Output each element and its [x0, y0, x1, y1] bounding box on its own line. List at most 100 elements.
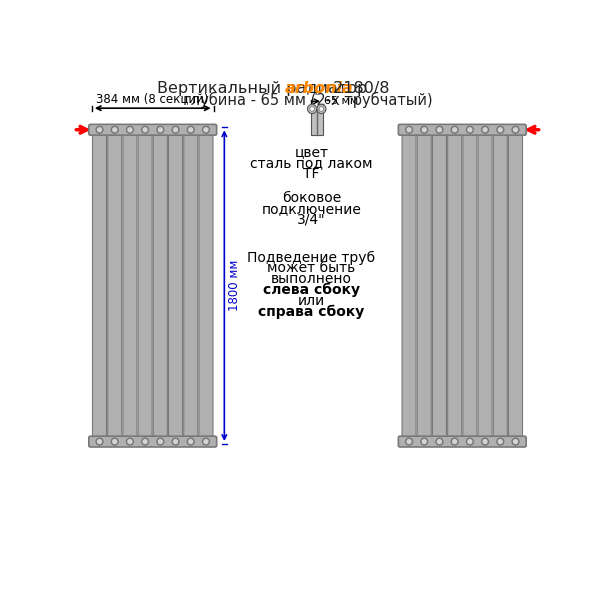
Circle shape	[497, 438, 504, 445]
FancyBboxPatch shape	[110, 130, 119, 442]
Circle shape	[142, 438, 149, 445]
Text: 65 мм: 65 мм	[325, 96, 359, 106]
Circle shape	[483, 440, 487, 443]
Circle shape	[453, 440, 457, 443]
FancyBboxPatch shape	[433, 129, 446, 442]
FancyBboxPatch shape	[123, 129, 137, 442]
Circle shape	[173, 440, 178, 443]
Text: цвет: цвет	[295, 145, 328, 159]
Text: arbonia: arbonia	[284, 81, 353, 96]
Circle shape	[422, 440, 426, 443]
Circle shape	[422, 128, 426, 131]
Text: 1800 мм: 1800 мм	[228, 260, 241, 311]
Circle shape	[128, 440, 132, 443]
Text: Подведение труб: Подведение труб	[247, 251, 376, 265]
Circle shape	[172, 126, 179, 133]
FancyBboxPatch shape	[199, 129, 213, 442]
Text: боковое: боковое	[282, 191, 341, 205]
Circle shape	[96, 438, 103, 445]
FancyBboxPatch shape	[92, 129, 107, 442]
Circle shape	[319, 107, 323, 111]
FancyBboxPatch shape	[107, 129, 122, 442]
FancyBboxPatch shape	[141, 130, 149, 442]
Circle shape	[512, 126, 519, 133]
Circle shape	[143, 440, 147, 443]
Bar	[311, 109, 323, 135]
Text: выполнено: выполнено	[271, 272, 352, 286]
Circle shape	[187, 438, 194, 445]
Circle shape	[499, 128, 502, 131]
Circle shape	[407, 440, 411, 443]
Circle shape	[157, 126, 164, 133]
Circle shape	[406, 438, 413, 445]
Circle shape	[406, 126, 413, 133]
Circle shape	[189, 128, 193, 131]
FancyBboxPatch shape	[172, 130, 180, 442]
Circle shape	[466, 438, 473, 445]
Circle shape	[98, 440, 101, 443]
Circle shape	[189, 440, 193, 443]
Circle shape	[310, 107, 314, 111]
FancyBboxPatch shape	[89, 436, 217, 447]
Circle shape	[468, 440, 472, 443]
Circle shape	[421, 438, 428, 445]
FancyBboxPatch shape	[508, 129, 523, 442]
FancyBboxPatch shape	[402, 129, 416, 442]
Text: TF: TF	[303, 167, 320, 181]
Circle shape	[143, 128, 147, 131]
Circle shape	[157, 438, 164, 445]
FancyBboxPatch shape	[95, 130, 104, 442]
FancyBboxPatch shape	[184, 129, 198, 442]
Circle shape	[204, 440, 208, 443]
Text: справа сбоку: справа сбоку	[258, 305, 364, 319]
Text: 384 мм (8 секций): 384 мм (8 секций)	[97, 92, 209, 105]
Text: 3/4": 3/4"	[297, 213, 326, 227]
FancyBboxPatch shape	[493, 129, 508, 442]
FancyBboxPatch shape	[405, 130, 413, 442]
Circle shape	[317, 104, 326, 113]
FancyBboxPatch shape	[478, 129, 492, 442]
FancyBboxPatch shape	[448, 129, 461, 442]
Circle shape	[468, 128, 472, 131]
FancyBboxPatch shape	[154, 129, 167, 442]
FancyBboxPatch shape	[417, 129, 431, 442]
Circle shape	[499, 440, 502, 443]
Circle shape	[142, 126, 149, 133]
Text: слева сбоку: слева сбоку	[263, 283, 360, 297]
Circle shape	[127, 126, 133, 133]
Circle shape	[158, 440, 162, 443]
FancyBboxPatch shape	[398, 124, 526, 135]
Circle shape	[113, 128, 116, 131]
Circle shape	[512, 438, 519, 445]
Circle shape	[407, 128, 411, 131]
FancyBboxPatch shape	[89, 124, 217, 135]
FancyBboxPatch shape	[481, 130, 489, 442]
Circle shape	[308, 104, 317, 113]
Circle shape	[482, 126, 488, 133]
FancyBboxPatch shape	[138, 129, 152, 442]
Circle shape	[514, 440, 517, 443]
FancyBboxPatch shape	[398, 436, 526, 447]
Circle shape	[436, 438, 443, 445]
FancyBboxPatch shape	[156, 130, 164, 442]
FancyBboxPatch shape	[126, 130, 134, 442]
Circle shape	[451, 126, 458, 133]
Circle shape	[127, 438, 133, 445]
Circle shape	[436, 126, 443, 133]
Text: подключение: подключение	[262, 202, 361, 216]
Text: или: или	[298, 294, 325, 308]
Circle shape	[204, 128, 208, 131]
Circle shape	[113, 440, 116, 443]
FancyBboxPatch shape	[169, 129, 182, 442]
Circle shape	[466, 126, 473, 133]
Text: 2180/8: 2180/8	[328, 81, 389, 96]
FancyBboxPatch shape	[202, 130, 210, 442]
FancyBboxPatch shape	[463, 129, 477, 442]
Circle shape	[437, 128, 442, 131]
FancyBboxPatch shape	[511, 130, 520, 442]
FancyBboxPatch shape	[420, 130, 428, 442]
FancyBboxPatch shape	[435, 130, 443, 442]
Circle shape	[96, 126, 103, 133]
Circle shape	[172, 438, 179, 445]
Circle shape	[128, 128, 132, 131]
